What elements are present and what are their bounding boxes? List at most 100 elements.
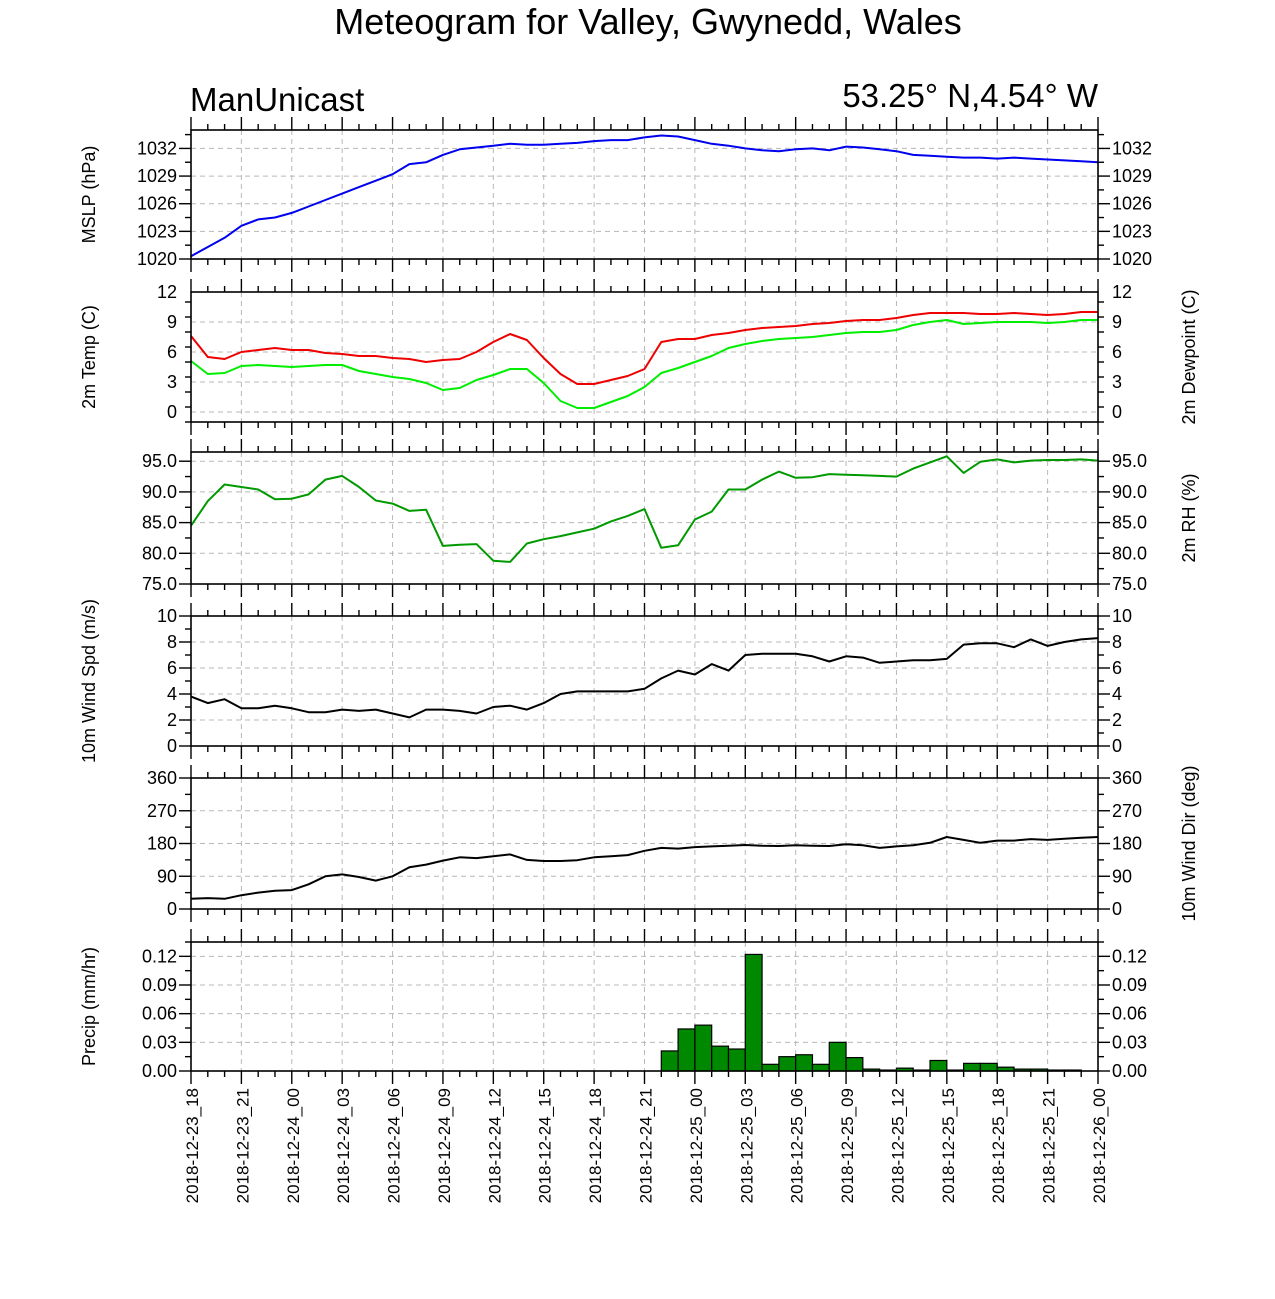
y-tick-label-right: 0.06 xyxy=(1112,1004,1147,1024)
y-tick-label-right: 6 xyxy=(1112,658,1122,678)
y-tick-label-left: 0.03 xyxy=(142,1032,177,1052)
y-tick-label-left: 1020 xyxy=(137,249,177,269)
x-tick-label: 2018-12-24_09 xyxy=(435,1088,454,1203)
wspd-series-line-0 xyxy=(190,637,1099,719)
temp-series-line-1 xyxy=(190,319,1098,409)
panel-wdir: 0 0 90 90 180 180 270 270 360 360 10m Wind Dir (de… xyxy=(147,765,1199,922)
x-tick-label: 2018-12-24_21 xyxy=(637,1088,656,1203)
y-tick-label-left: 12 xyxy=(157,282,177,302)
x-tick-label: 2018-12-23_21 xyxy=(233,1088,252,1203)
y-tick-label-right: 3 xyxy=(1112,372,1122,392)
location-label: 53.25° N,4.54° W xyxy=(842,77,1099,114)
x-tick-label: 2018-12-24_03 xyxy=(334,1088,353,1203)
y-axis-label: 2m Temp (C) xyxy=(79,305,99,409)
model-label: ManUnicast xyxy=(190,81,364,118)
y-tick-label-left: 1023 xyxy=(137,221,177,241)
y-tick-label-left: 4 xyxy=(167,684,177,704)
y-tick-label-right: 9 xyxy=(1112,312,1122,332)
y-tick-label-left: 1029 xyxy=(137,166,177,186)
y-tick-label-left: 80.0 xyxy=(142,543,177,563)
x-tick-label: 2018-12-24_06 xyxy=(385,1088,404,1203)
y-tick-label-right: 360 xyxy=(1112,768,1142,788)
x-tick-label: 2018-12-25_09 xyxy=(838,1088,857,1203)
x-tick-label: 2018-12-24_18 xyxy=(586,1088,605,1203)
y-tick-label-left: 0.00 xyxy=(142,1061,177,1081)
precip-bar xyxy=(761,1063,780,1072)
y-tick-label-left: 1026 xyxy=(137,194,177,214)
x-tick-label: 2018-12-25_18 xyxy=(989,1088,1008,1203)
y-axis-label-right: 2m Dewpoint (C) xyxy=(1179,289,1199,424)
y-tick-label-left: 2 xyxy=(167,710,177,730)
y-tick-label-right: 1029 xyxy=(1112,166,1152,186)
y-axis-label: Precip (mm/hr) xyxy=(79,947,99,1066)
y-tick-label-right: 0.09 xyxy=(1112,975,1147,995)
y-tick-label-left: 1032 xyxy=(137,138,177,158)
precip-bar xyxy=(744,953,763,1072)
y-tick-label-left: 0 xyxy=(167,899,177,919)
y-tick-label-left: 85.0 xyxy=(142,513,177,533)
rh-series-line-0 xyxy=(190,455,1099,563)
y-tick-label-right: 8 xyxy=(1112,632,1122,652)
x-tick-label: 2018-12-25_00 xyxy=(687,1088,706,1203)
y-tick-label-right: 1026 xyxy=(1112,194,1152,214)
x-tick-label: 2018-12-23_18 xyxy=(183,1088,202,1203)
mslp-series-line-0 xyxy=(190,134,1099,258)
y-tick-label-left: 0.12 xyxy=(142,946,177,966)
x-tick-label: 2018-12-25_06 xyxy=(788,1088,807,1203)
x-tick-label: 2018-12-24_15 xyxy=(536,1088,555,1203)
y-tick-label-left: 90 xyxy=(157,866,177,886)
y-tick-label-left: 6 xyxy=(167,342,177,362)
y-tick-label-right: 180 xyxy=(1112,834,1142,854)
y-tick-label-right: 80.0 xyxy=(1112,543,1147,563)
precip-bar xyxy=(929,1059,948,1072)
y-tick-label-left: 90.0 xyxy=(142,482,177,502)
y-tick-label-left: 75.0 xyxy=(142,574,177,594)
panel-precip: 0.00 0.00 0.03 0.03 0.06 0.06 0.09 0.09 0.12 0.12… xyxy=(79,929,1147,1084)
y-tick-label-right: 0 xyxy=(1112,736,1122,756)
y-tick-label-right: 4 xyxy=(1112,684,1122,704)
y-tick-label-right: 0 xyxy=(1112,899,1122,919)
y-tick-label-right: 0.03 xyxy=(1112,1032,1147,1052)
x-tick-label: 2018-12-25_12 xyxy=(888,1088,907,1203)
y-tick-label-left: 8 xyxy=(167,632,177,652)
x-tick-label: 2018-12-26_00 xyxy=(1090,1088,1109,1203)
y-tick-label-right: 0.00 xyxy=(1112,1061,1147,1081)
temp-series-line-0 xyxy=(190,311,1098,385)
y-tick-label-left: 10 xyxy=(157,606,177,626)
y-tick-label-right: 6 xyxy=(1112,342,1122,362)
y-tick-label-right: 1023 xyxy=(1112,221,1152,241)
y-tick-label-left: 360 xyxy=(147,768,177,788)
x-axis: 2018-12-23_18 2018-12-23_21 2018-12-24_00 2… xyxy=(183,1088,1109,1203)
y-tick-label-right: 75.0 xyxy=(1112,574,1147,594)
y-axis-label: MSLP (hPa) xyxy=(79,146,99,244)
precip-bar xyxy=(677,1028,696,1072)
y-tick-label-left: 0.06 xyxy=(142,1004,177,1024)
precip-bar xyxy=(963,1062,982,1072)
y-tick-label-right: 85.0 xyxy=(1112,513,1147,533)
precip-bar xyxy=(979,1062,998,1072)
y-axis-label: 10m Wind Spd (m/s) xyxy=(79,599,99,763)
y-tick-label-left: 0 xyxy=(167,402,177,422)
y-tick-label-left: 0.09 xyxy=(142,975,177,995)
y-tick-label-right: 95.0 xyxy=(1112,451,1147,471)
y-axis-label-right: 10m Wind Dir (deg) xyxy=(1179,765,1199,921)
x-tick-label: 2018-12-25_21 xyxy=(1040,1088,1059,1203)
panel-rh: 75.0 75.0 80.0 80.0 85.0 85.0 90.0 90.0 95.0 95.0… xyxy=(142,439,1199,597)
wdir-series-line-0 xyxy=(190,836,1099,900)
y-tick-label-right: 90 xyxy=(1112,866,1132,886)
y-tick-label-left: 95.0 xyxy=(142,451,177,471)
x-tick-label: 2018-12-25_15 xyxy=(939,1088,958,1203)
y-tick-label-right: 1020 xyxy=(1112,249,1152,269)
y-tick-label-right: 2 xyxy=(1112,710,1122,730)
precip-bar xyxy=(828,1041,847,1072)
y-tick-label-right: 0 xyxy=(1112,402,1122,422)
precip-bar xyxy=(694,1024,713,1072)
precip-bar xyxy=(795,1054,814,1072)
x-tick-label: 2018-12-25_03 xyxy=(737,1088,756,1203)
y-tick-label-left: 3 xyxy=(167,372,177,392)
y-tick-label-right: 12 xyxy=(1112,282,1132,302)
y-tick-label-right: 0.12 xyxy=(1112,946,1147,966)
panel-temp: 0 0 3 3 6 6 9 9 12 12 2m Temp (C) 2m Dewpoint (C) xyxy=(79,279,1199,435)
